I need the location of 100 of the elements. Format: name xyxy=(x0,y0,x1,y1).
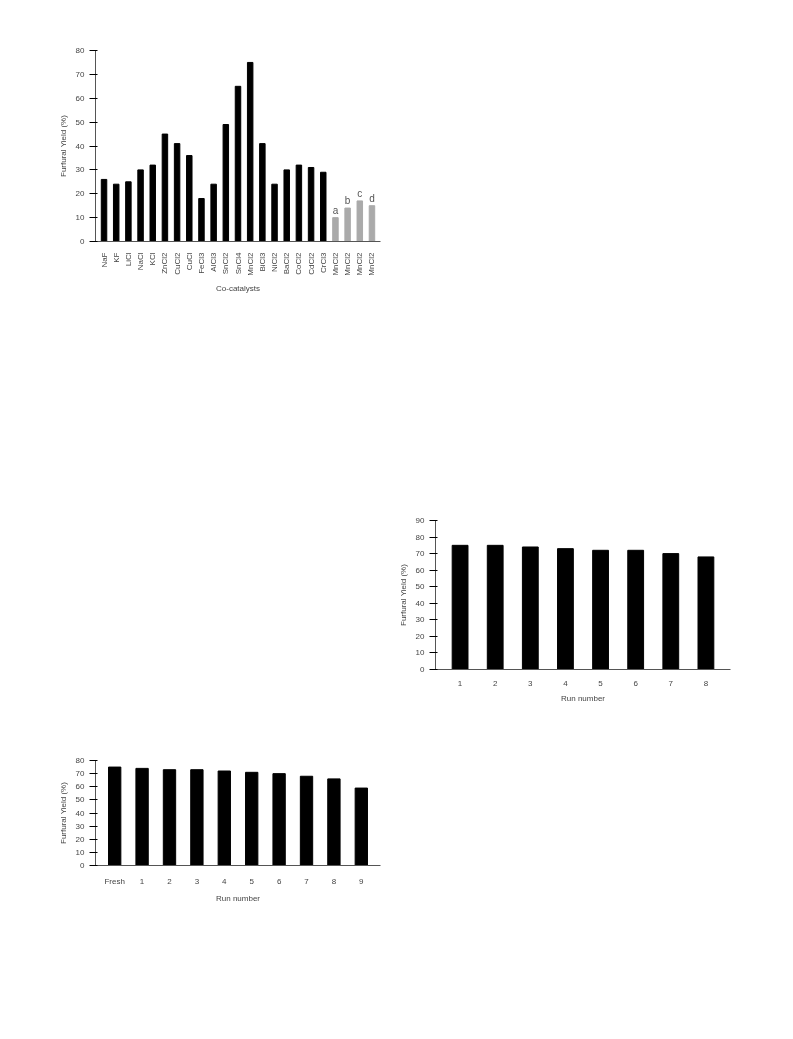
y-tick-label: 50 xyxy=(75,117,86,127)
x-tick-label: 4 xyxy=(563,678,569,688)
bar xyxy=(299,775,314,866)
x-tick-label: BaCl2 xyxy=(282,251,292,275)
bar xyxy=(186,155,193,242)
y-tick-label: 40 xyxy=(415,598,426,608)
bar xyxy=(295,164,303,242)
y-tick-label: 80 xyxy=(415,532,426,542)
y-axis-title: Furfural Yield (%) xyxy=(58,781,68,844)
bar xyxy=(356,200,364,242)
bar xyxy=(210,183,217,242)
bar xyxy=(259,143,266,242)
bar xyxy=(149,164,156,242)
bar xyxy=(108,766,122,866)
x-tick-label: 5 xyxy=(598,678,604,688)
x-axis-title: Co-catalysts xyxy=(215,283,261,293)
data-label: b xyxy=(344,195,351,207)
y-tick-label: 10 xyxy=(415,648,426,658)
bar xyxy=(344,207,351,242)
y-tick-label: 0 xyxy=(80,861,86,870)
x-tick-label: MnCl2 xyxy=(355,251,365,276)
bar xyxy=(332,217,339,242)
y-tick-label: 80 xyxy=(75,46,86,55)
bar xyxy=(135,767,149,866)
bar xyxy=(162,769,177,866)
x-tick-label: LiCl xyxy=(123,252,133,267)
bar xyxy=(320,171,327,242)
y-tick-label: 60 xyxy=(75,93,86,103)
x-tick-label: KF xyxy=(111,252,121,263)
x-tick-label: CdCl2 xyxy=(306,251,316,275)
data-label: d xyxy=(369,192,375,204)
y-tick-label: 10 xyxy=(75,213,86,223)
bar xyxy=(190,769,204,866)
bar xyxy=(222,124,230,242)
x-tick-label: CuCl2 xyxy=(172,251,182,275)
x-tick-label: 8 xyxy=(331,876,337,886)
bar xyxy=(100,178,108,242)
y-tick-label: 30 xyxy=(75,821,86,831)
bar xyxy=(271,183,278,242)
y-tick-label: 0 xyxy=(80,237,86,246)
y-tick-label: 90 xyxy=(415,516,426,525)
bar xyxy=(354,787,368,866)
y-tick-label: 20 xyxy=(75,834,86,844)
x-tick-label: ZnCl2 xyxy=(160,251,170,274)
x-tick-label: 1 xyxy=(139,876,145,886)
x-tick-label: 6 xyxy=(276,876,282,886)
y-tick-label: 10 xyxy=(75,847,86,857)
bar xyxy=(173,143,181,242)
x-tick-label: CrCl3 xyxy=(318,251,328,273)
bar xyxy=(217,770,231,866)
data-label: c xyxy=(357,187,363,199)
x-tick-label: 7 xyxy=(304,876,310,886)
y-tick-label: 60 xyxy=(415,565,426,575)
x-tick-label: SnCl4 xyxy=(233,251,243,275)
bar xyxy=(245,771,259,866)
bar xyxy=(307,166,315,242)
y-tick-label: 70 xyxy=(415,549,426,559)
y-tick-label: 30 xyxy=(75,165,86,175)
x-tick-label: 7 xyxy=(668,678,674,688)
y-axis-title: Furfural Yield (%) xyxy=(58,114,68,177)
x-axis-title: Run number xyxy=(560,693,606,703)
x-axis-title: Run number xyxy=(215,893,261,903)
bar xyxy=(137,169,144,242)
x-tick-label: 2 xyxy=(492,678,498,688)
y-tick-label: 70 xyxy=(75,69,86,79)
y-tick-label: 40 xyxy=(75,141,86,151)
bar xyxy=(234,85,242,242)
x-tick-label: MnCl2 xyxy=(343,251,353,276)
bar xyxy=(272,773,286,866)
x-tick-label: MnCl2 xyxy=(330,251,340,276)
x-tick-label: SnCl2 xyxy=(221,251,231,275)
y-tick-label: 20 xyxy=(415,631,426,641)
x-tick-label: NaCl xyxy=(136,252,146,271)
bar xyxy=(246,61,254,242)
x-tick-label: 5 xyxy=(249,876,255,886)
y-tick-label: 80 xyxy=(75,756,86,765)
y-tick-label: 50 xyxy=(75,795,86,805)
x-tick-label: 6 xyxy=(633,678,639,688)
x-tick-label: MnCl2 xyxy=(367,251,377,276)
y-axis-title: Furfural Yield (%) xyxy=(398,563,408,626)
y-tick-label: 50 xyxy=(415,582,426,592)
data-label: a xyxy=(332,204,339,216)
x-tick-label: FeCl3 xyxy=(196,251,206,274)
y-tick-label: 30 xyxy=(415,615,426,625)
x-tick-label: 3 xyxy=(194,876,200,886)
x-tick-label: NaF xyxy=(99,252,109,268)
y-tick-label: 20 xyxy=(75,189,86,199)
bar xyxy=(198,198,205,242)
y-tick-label: 60 xyxy=(75,782,86,792)
y-tick-label: 40 xyxy=(75,808,86,818)
y-tick-label: 70 xyxy=(75,769,86,779)
x-tick-label: 9 xyxy=(359,876,365,886)
bar xyxy=(161,133,169,242)
bar xyxy=(327,778,341,866)
x-tick-label: BiCl3 xyxy=(257,251,267,272)
bar xyxy=(112,183,120,242)
x-tick-label: 4 xyxy=(222,876,228,886)
x-tick-label: 8 xyxy=(703,678,709,688)
x-tick-label: AlCl3 xyxy=(209,251,219,272)
x-tick-label: 2 xyxy=(167,876,173,886)
